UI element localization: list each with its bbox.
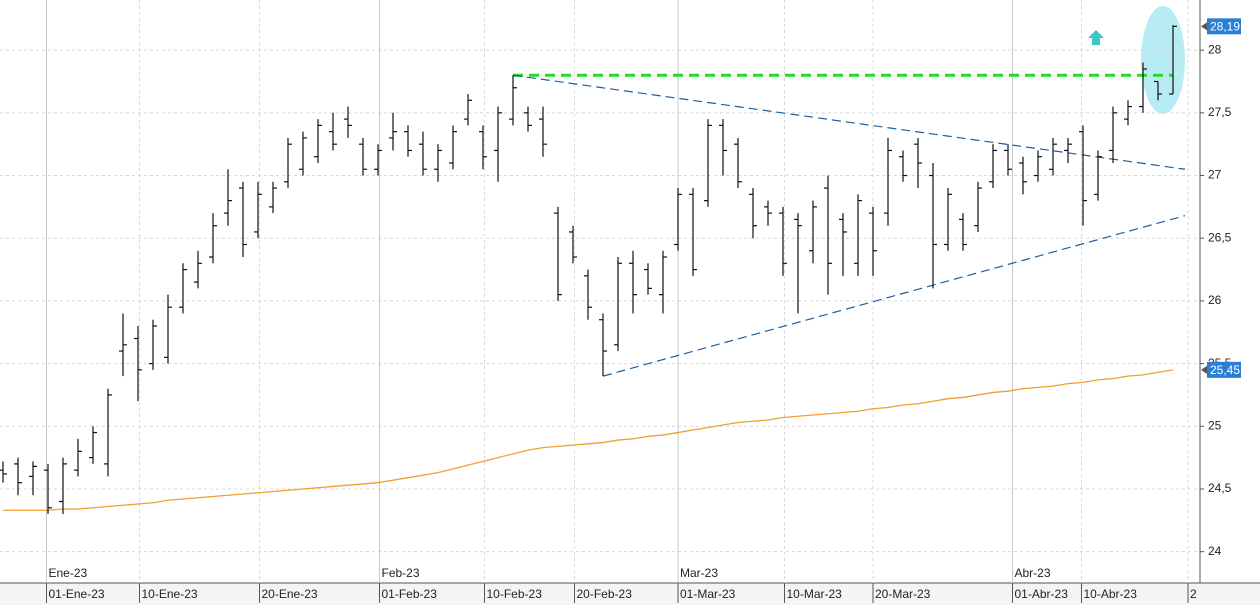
moving-average — [3, 369, 1174, 511]
x-tick-label: 2 — [1190, 587, 1197, 601]
y-tick-label: 24 — [1208, 544, 1222, 558]
y-tick-label: 26,5 — [1208, 230, 1232, 244]
up-arrow — [1088, 30, 1104, 45]
x-tick-label: 20-Feb-23 — [577, 587, 633, 601]
month-label: Ene-23 — [49, 566, 88, 580]
x-tick-label: 01-Mar-23 — [680, 587, 736, 601]
x-tick-label: 10-Ene-23 — [142, 587, 198, 601]
x-tick-label: 01-Ene-23 — [49, 587, 105, 601]
y-tick-label: 24,5 — [1208, 481, 1232, 495]
price-tag-pointer — [1201, 22, 1207, 31]
x-tick-label: 10-Feb-23 — [487, 587, 543, 601]
month-label: Feb-23 — [382, 566, 420, 580]
x-tick-label: 01-Abr-23 — [1015, 587, 1069, 601]
price-tag-pointer — [1201, 365, 1207, 374]
price-tag — [1207, 18, 1241, 35]
price-tag-label: 25,45 — [1210, 363, 1240, 377]
x-tick-label: 20-Ene-23 — [262, 587, 318, 601]
month-label: Mar-23 — [680, 566, 718, 580]
price-tag — [1207, 361, 1241, 378]
y-tick-label: 26 — [1208, 293, 1222, 307]
x-tick-label: 20-Mar-23 — [875, 587, 931, 601]
trend-line — [602, 215, 1186, 377]
x-tick-label: 10-Mar-23 — [787, 587, 843, 601]
y-tick-label: 27,5 — [1208, 105, 1232, 119]
trend-line — [512, 74, 1186, 170]
y-tick-label: 28 — [1208, 42, 1222, 56]
price-tag-label: 28,19 — [1210, 20, 1240, 34]
y-tick-label: 25 — [1208, 418, 1222, 432]
x-axis-strip — [0, 583, 1260, 605]
month-label: Abr-23 — [1015, 566, 1051, 580]
x-tick-label: 10-Abr-23 — [1084, 587, 1138, 601]
y-tick-label: 27 — [1208, 168, 1222, 182]
x-tick-label: 01-Feb-23 — [382, 587, 438, 601]
highlight-ellipse — [1141, 6, 1185, 114]
